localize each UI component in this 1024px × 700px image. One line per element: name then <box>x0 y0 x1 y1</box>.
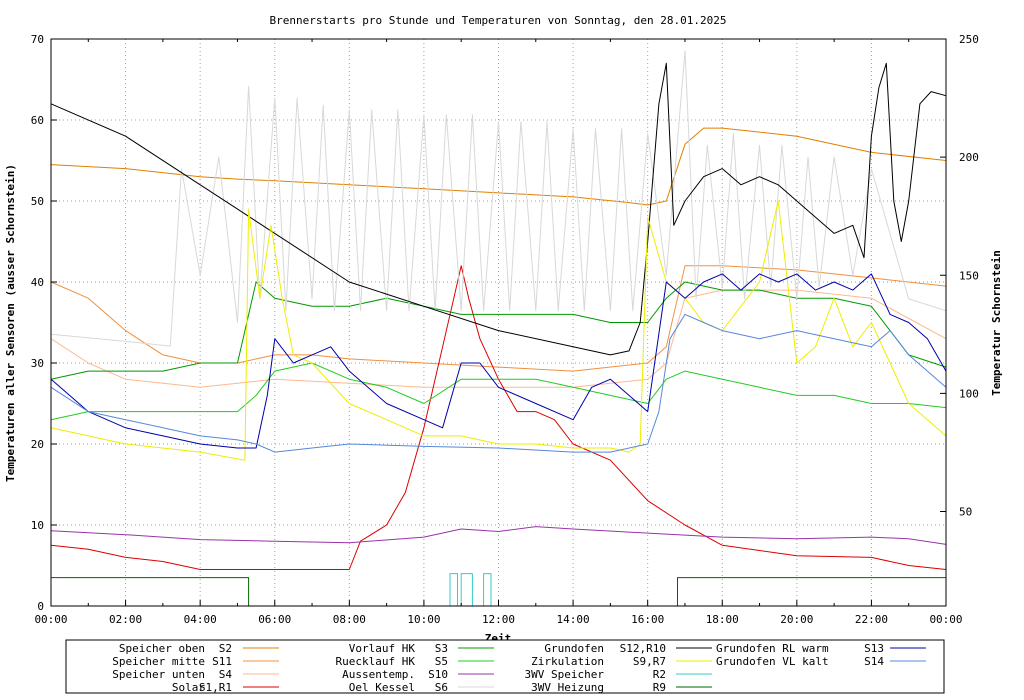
series-line-1 <box>50 265 947 372</box>
y2-tick-label: 50 <box>959 506 972 519</box>
legend-entries: Speicher oben S2 Speicher mitte S11 Speicher… <box>112 642 926 694</box>
legend-code: S2 <box>219 642 232 655</box>
legend-label: Vorlauf HK <box>349 642 416 655</box>
legend-label: Zirkulation <box>531 655 604 668</box>
y-tick-label: 40 <box>31 276 44 289</box>
series-line-11 <box>50 313 947 453</box>
series-group <box>50 50 947 607</box>
y2-tick-label: 200 <box>959 151 979 164</box>
x-tick-label: 14:00 <box>557 613 590 626</box>
y-tick-label: 70 <box>31 33 44 46</box>
x-tick-label: 00:00 <box>34 613 67 626</box>
legend-label: 3WV Speicher <box>525 668 605 681</box>
series-line-4 <box>50 281 947 380</box>
series-line-5 <box>50 362 947 421</box>
series-line-3 <box>50 265 947 570</box>
x-tick-label: 02:00 <box>109 613 142 626</box>
series-line-2 <box>50 289 947 388</box>
y2-tick-label: 150 <box>959 269 979 282</box>
legend-label: 3WV Heizung <box>531 681 604 694</box>
legend-label: Aussentemp. <box>342 668 415 681</box>
series-line-7 <box>50 50 947 347</box>
legend-code: S10 <box>428 668 448 681</box>
x-axis-ticks: 00:00 02:00 04:00 06:00 08:00 10:00 12:00 14:00… <box>34 39 963 626</box>
legend <box>65 639 945 694</box>
y2-axis-ticks: 50 100 150 200 250 <box>940 33 979 519</box>
legend-code: S14 <box>864 655 884 668</box>
legend-label: Ruecklauf HK <box>336 655 416 668</box>
y-tick-label: 30 <box>31 357 44 370</box>
y-axis-label: Temperaturen aller Sensoren (ausser Scho… <box>4 164 17 482</box>
series-line-8 <box>50 62 947 356</box>
legend-code: R2 <box>653 668 666 681</box>
y-tick-label: 20 <box>31 438 44 451</box>
y-axis-ticks: 0 10 20 30 40 50 60 70 <box>31 33 57 613</box>
legend-code: S9,R7 <box>633 655 666 668</box>
x-tick-label: 04:00 <box>184 613 217 626</box>
x-tick-label: 12:00 <box>482 613 515 626</box>
legend-label: Solar <box>172 681 205 694</box>
legend-code: S5 <box>435 655 448 668</box>
legend-code: S4 <box>219 668 233 681</box>
grid <box>51 39 946 606</box>
y2-tick-label: 250 <box>959 33 979 46</box>
x-tick-label: 18:00 <box>706 613 739 626</box>
legend-code: S3 <box>435 642 448 655</box>
x-tick-label: 06:00 <box>258 613 291 626</box>
x-tick-label: 22:00 <box>855 613 888 626</box>
legend-label: Grundofen VL kalt <box>716 655 829 668</box>
legend-label: Grundofen <box>544 642 604 655</box>
y-tick-label: 10 <box>31 519 44 532</box>
legend-code: R9 <box>653 681 666 694</box>
legend-label: Grundofen RL warm <box>716 642 829 655</box>
y-tick-label: 50 <box>31 195 44 208</box>
series-line-12 <box>51 573 946 607</box>
x-tick-label: 16:00 <box>631 613 664 626</box>
legend-label: Speicher mitte <box>112 655 205 668</box>
legend-label: Oel Kessel <box>349 681 415 694</box>
legend-code: S1,R1 <box>199 681 232 694</box>
legend-code: S12,R10 <box>620 642 666 655</box>
chart-title: Brennerstarts pro Stunde und Temperature… <box>270 14 727 27</box>
x-tick-label: 10:00 <box>407 613 440 626</box>
x-tick-label: 08:00 <box>333 613 366 626</box>
series-line-10 <box>50 273 947 449</box>
y-tick-label: 60 <box>31 114 44 127</box>
x-tick-label: 00:00 <box>929 613 962 626</box>
y2-tick-label: 100 <box>959 387 979 400</box>
y2-axis-label: Temperatur Schornstein <box>990 250 1003 396</box>
series-line-6 <box>50 526 947 545</box>
x-tick-label: 20:00 <box>780 613 813 626</box>
legend-label: Speicher unten <box>112 668 205 681</box>
legend-code: S6 <box>435 681 448 694</box>
y-tick-label: 0 <box>37 600 44 613</box>
legend-code: S13 <box>864 642 884 655</box>
series-line-9 <box>50 200 947 461</box>
legend-code: S11 <box>212 655 232 668</box>
legend-label: Speicher oben <box>119 642 205 655</box>
